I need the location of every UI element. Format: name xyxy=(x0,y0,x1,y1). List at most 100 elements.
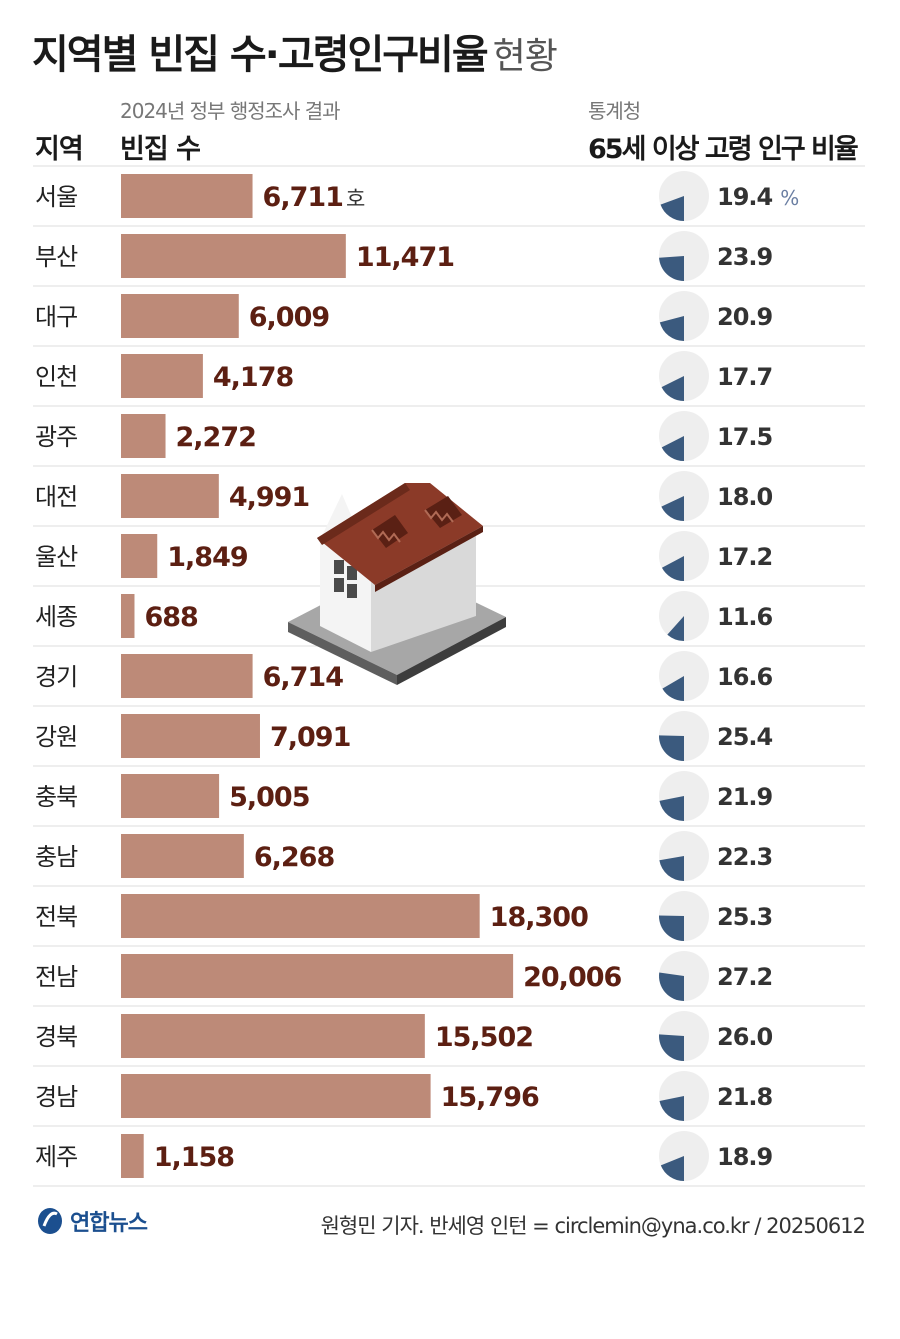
bar-value-label: 1,158 xyxy=(154,1142,235,1173)
pie-value-label: 19.4% xyxy=(717,183,798,211)
pie-slice xyxy=(667,616,684,641)
region-label: 서울 xyxy=(35,183,77,211)
region-label: 세종 xyxy=(35,603,77,631)
credit-line: 원형민 기자. 반세영 인턴 = circlemin@yna.co.kr / 2… xyxy=(320,1214,866,1238)
pie-slice xyxy=(661,556,684,581)
pie-value-label: 11.6 xyxy=(717,603,773,631)
pie-slice xyxy=(659,256,684,281)
pie-value-label: 18.9 xyxy=(717,1143,773,1171)
pie-unit-label: % xyxy=(780,186,798,210)
bar-value-label: 6,711 호 xyxy=(263,182,365,213)
logo-text: 연합뉴스 xyxy=(70,1211,148,1236)
house-icon xyxy=(288,483,506,685)
bar-value-label: 4,991 xyxy=(229,482,309,513)
bar xyxy=(121,474,219,518)
region-label: 전북 xyxy=(35,903,77,931)
pie-value-label: 17.7 xyxy=(717,363,772,391)
pie-value-label: 26.0 xyxy=(717,1023,773,1051)
pie-slice xyxy=(659,972,684,1001)
bar-value-label: 688 xyxy=(144,602,198,633)
pie-slice xyxy=(659,856,684,881)
title-sub: 현황 xyxy=(492,36,558,77)
pie-value-label: 17.5 xyxy=(717,423,773,451)
pie-value-label: 27.2 xyxy=(717,963,772,991)
region-label: 부산 xyxy=(35,243,78,271)
pie-slice xyxy=(661,436,684,461)
bar xyxy=(121,714,260,758)
bar-column-header: 빈집 수 xyxy=(120,134,201,165)
bar xyxy=(121,1134,144,1178)
bar xyxy=(121,654,253,698)
bar xyxy=(121,1074,431,1118)
pie-slice xyxy=(661,496,684,521)
region-label: 제주 xyxy=(35,1143,77,1171)
pie-slice xyxy=(659,1034,684,1061)
bar xyxy=(121,594,135,638)
pie-slice xyxy=(659,316,684,341)
bar-value-label: 1,849 xyxy=(167,542,248,573)
bar xyxy=(121,294,239,338)
pie-value-label: 17.2 xyxy=(717,543,772,571)
pie-value-label: 21.8 xyxy=(717,1083,773,1111)
region-label: 강원 xyxy=(35,723,77,751)
pie-slice xyxy=(661,376,684,401)
bar-value-label: 2,272 xyxy=(176,422,256,453)
logo-icon xyxy=(38,1208,62,1234)
bar xyxy=(121,234,346,278)
pie-slice xyxy=(659,796,684,821)
region-label: 인천 xyxy=(35,363,77,391)
pie-value-label: 25.3 xyxy=(717,903,772,931)
bar-value-label: 6,009 xyxy=(249,302,330,333)
bar-value-label: 6,268 xyxy=(254,842,335,873)
bar-value-label: 6,714 xyxy=(263,662,344,693)
bar-source-label: 2024년 정부 행정조사 결과 xyxy=(120,99,341,123)
bar-value-label: 7,091 xyxy=(270,722,350,753)
region-label: 경기 xyxy=(35,663,77,691)
bar xyxy=(121,174,253,218)
bar-value-label: 15,502 xyxy=(435,1022,533,1053)
bar xyxy=(121,954,514,998)
pie-slice xyxy=(659,735,684,761)
region-label: 울산 xyxy=(35,543,78,571)
pie-value-label: 22.3 xyxy=(717,843,772,871)
chart-rows: 서울 6,711 호 19.4 % 부산 11,471 23.9 대구 6,009 20.9 인천 4,… xyxy=(33,165,865,1187)
bar-unit-label: 호 xyxy=(346,187,365,211)
pie-column-header: 65세 이상 고령 인구 비율 xyxy=(588,134,859,165)
pie-source-label: 통계청 xyxy=(588,99,641,123)
region-label: 충북 xyxy=(35,783,77,811)
bar-value-label: 11,471 xyxy=(356,242,454,273)
pie-value-label: 25.4 xyxy=(717,723,773,751)
bar-value-label: 5,005 xyxy=(229,782,309,813)
pie-value-label: 21.9 xyxy=(717,783,773,811)
pie-value-label: 20.9 xyxy=(717,303,773,331)
bar xyxy=(121,534,158,578)
region-label: 대전 xyxy=(35,483,77,511)
title-main: 지역별 빈집 수·고령인구비율 xyxy=(32,32,489,78)
pie-slice xyxy=(658,915,684,941)
pie-slice xyxy=(662,676,684,701)
bar-value-label: 15,796 xyxy=(441,1082,539,1113)
region-label: 광주 xyxy=(35,423,77,451)
region-label: 충남 xyxy=(35,843,78,871)
pie-value-label: 23.9 xyxy=(717,243,773,271)
bar-value-label: 18,300 xyxy=(490,902,588,933)
bar xyxy=(121,834,244,878)
logo: 연합뉴스 xyxy=(36,1205,148,1237)
bar xyxy=(121,414,166,458)
pie-value-label: 18.0 xyxy=(717,483,773,511)
pie-slice xyxy=(660,196,684,221)
region-column-header: 지역 xyxy=(35,134,84,165)
bar xyxy=(121,1014,425,1058)
region-label: 전남 xyxy=(35,963,78,991)
page-title: 지역별 빈집 수·고령인구비율 현황 xyxy=(32,22,558,80)
pie-slice xyxy=(659,1096,684,1121)
region-label: 대구 xyxy=(35,303,77,331)
pie-slice xyxy=(660,1156,684,1181)
bar xyxy=(121,774,220,818)
bar xyxy=(121,894,480,938)
bar xyxy=(121,354,203,398)
region-label: 경북 xyxy=(35,1023,77,1051)
pie-value-label: 16.6 xyxy=(717,663,773,691)
bar-value-label: 20,006 xyxy=(523,962,621,993)
